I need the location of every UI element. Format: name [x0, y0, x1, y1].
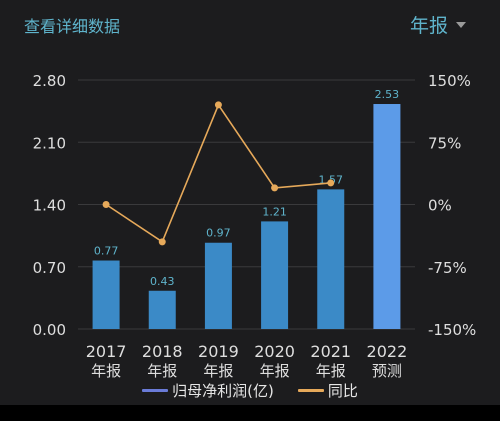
legend-swatch-yoy [297, 389, 324, 392]
legend: 归母净利润(亿) 同比 [0, 380, 500, 401]
yoy-point[interactable] [271, 184, 279, 192]
bar-value-label: 1.21 [262, 205, 287, 218]
bar-value-label: 2.53 [375, 88, 400, 101]
bar[interactable] [92, 260, 120, 329]
bar-value-label: 0.97 [206, 227, 231, 240]
chevron-down-icon [456, 21, 466, 28]
bar[interactable] [204, 242, 232, 329]
period-dropdown[interactable]: 年报 [410, 11, 466, 38]
x-tick-label: 2018 [142, 342, 183, 361]
y-right-tick-label: -150% [428, 321, 476, 339]
chart-panel [0, 0, 500, 405]
y-right-tick-label: 150% [428, 72, 471, 90]
yoy-point[interactable] [102, 201, 110, 208]
x-tick-sublabel: 年报 [91, 362, 121, 380]
y-left-tick-label: 2.80 [33, 72, 66, 90]
yoy-point[interactable] [214, 101, 222, 109]
y-left-tick-label: 1.40 [33, 197, 66, 215]
bar-forecast[interactable] [373, 104, 401, 329]
legend-label-profit: 归母净利润(亿) [172, 382, 274, 400]
x-tick-label: 2019 [198, 342, 239, 361]
legend-swatch-profit [142, 389, 169, 392]
x-tick-sublabel: 年报 [147, 362, 177, 380]
bar[interactable] [148, 290, 176, 329]
x-tick-label: 2021 [310, 342, 351, 361]
bar[interactable] [317, 189, 345, 329]
y-left-tick-label: 0.70 [33, 259, 66, 277]
profit-chart: 0.00 0.70 1.40 2.10 2.80 -150% -75% 0% 75% 150% 0.… [33, 72, 477, 380]
legend-item-profit: 归母净利润(亿) [142, 380, 274, 401]
bar-value-label: 0.77 [94, 245, 119, 258]
bar[interactable] [261, 221, 289, 329]
y-right-tick-label: 75% [428, 134, 461, 152]
x-tick-label: 2017 [86, 342, 127, 361]
bar-value-label: 0.43 [150, 275, 175, 288]
x-tick-sublabel: 预测 [372, 362, 402, 380]
legend-item-yoy: 同比 [297, 380, 358, 401]
legend-label-yoy: 同比 [327, 382, 358, 400]
y-right-tick-label: -75% [428, 259, 467, 277]
x-tick-sublabel: 年报 [316, 362, 346, 380]
yoy-line [105, 103, 331, 244]
view-details-link[interactable]: 查看详细数据 [24, 17, 121, 36]
period-selected-label: 年报 [409, 15, 448, 37]
y-right-tick-label: 0% [428, 197, 452, 215]
y-left-tick-label: 2.10 [33, 134, 66, 152]
x-tick-sublabel: 年报 [260, 362, 290, 380]
yoy-point[interactable] [327, 179, 335, 187]
x-tick-sublabel: 年报 [203, 362, 233, 380]
y-left-tick-label: 0.00 [33, 321, 66, 339]
x-tick-label: 2020 [254, 342, 295, 361]
x-tick-label: 2022 [367, 342, 408, 361]
yoy-point[interactable] [158, 238, 166, 246]
bottom-bar [0, 405, 500, 421]
